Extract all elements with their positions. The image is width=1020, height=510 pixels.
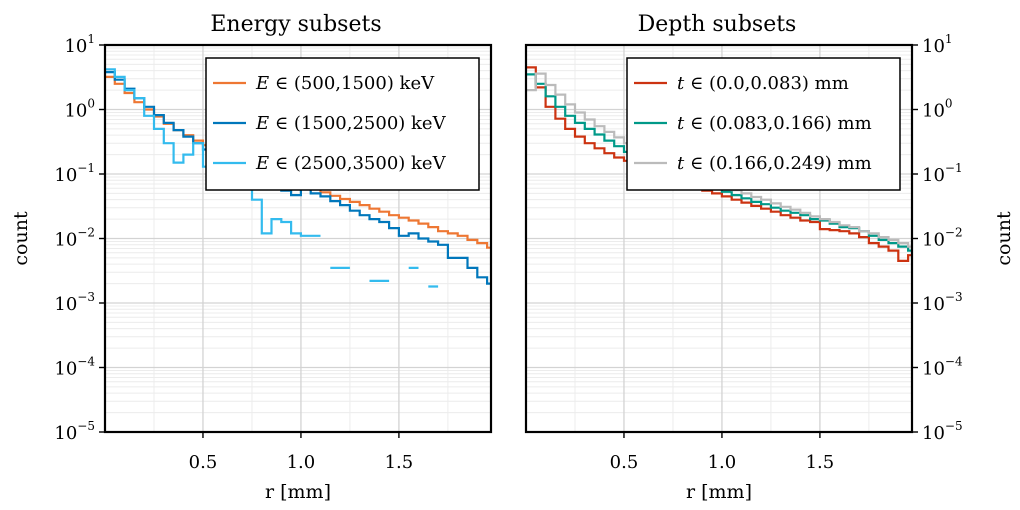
y-tick-label: 10−4	[922, 355, 963, 380]
y-tick-label: 10−2	[922, 226, 963, 251]
y-tick-label: 10−3	[54, 290, 95, 315]
legend-box	[626, 57, 901, 191]
y-tick-exp: −1	[945, 161, 963, 175]
y-tick-exp: −1	[77, 161, 95, 175]
legend-label-2: E ∈ (1500,2500) keV	[255, 113, 447, 134]
y-tick-label: 10−5	[922, 419, 963, 444]
y-tick-label: 100	[922, 97, 953, 122]
y-tick-label: 101	[922, 32, 953, 57]
y-tick-label: 10−4	[54, 355, 95, 380]
legend-text: ∈ (0.166,0.249) mm	[684, 153, 871, 174]
y-tick-exp: −4	[945, 355, 963, 369]
x-tick-label: 0.5	[189, 452, 218, 473]
legend-symbol: E	[255, 113, 269, 134]
legend-label-2: t ∈ (0.083,0.166) mm	[677, 113, 872, 134]
legend-text: ∈ (0.0,0.083) mm	[684, 73, 849, 94]
legend-symbol: t	[677, 73, 685, 94]
legend-label-3: t ∈ (0.166,0.249) mm	[677, 153, 872, 174]
chart-panel-1: 0.5 1.0 1.510110010−110−210−310−410−5Energ…	[10, 12, 493, 503]
series-line-2	[105, 71, 491, 285]
y-tick-base: 10	[54, 165, 77, 186]
legend: t ∈ (0.0,0.083) mmt ∈ (0.083,0.166) mmt …	[626, 57, 901, 191]
y-tick-base: 10	[64, 36, 87, 57]
chart-title: Energy subsets	[210, 12, 381, 37]
y-tick-label: 10−5	[54, 419, 95, 444]
y-tick-exp: −3	[945, 290, 963, 304]
y-tick-base: 10	[922, 359, 945, 380]
y-tick-base: 10	[54, 423, 77, 444]
x-axis-label: r [mm]	[686, 481, 752, 503]
y-tick-label: 101	[64, 32, 95, 57]
y-tick-label: 100	[64, 97, 95, 122]
y-tick-exp: −5	[945, 419, 963, 433]
legend-text: ∈ (1500,2500) keV	[269, 113, 446, 134]
legend-label-1: t ∈ (0.0,0.083) mm	[677, 73, 849, 94]
x-tick-label: 1.0	[708, 452, 737, 473]
y-tick-base: 10	[54, 294, 77, 315]
y-tick-base: 10	[922, 423, 945, 444]
y-axis-label: count	[10, 211, 32, 266]
y-tick-label: 10−1	[54, 161, 95, 186]
x-tick-label: 0.5	[610, 452, 639, 473]
y-tick-exp: 0	[945, 97, 953, 111]
y-tick-exp: 1	[87, 32, 95, 46]
y-tick-base: 10	[922, 165, 945, 186]
y-tick-exp: −2	[77, 226, 95, 240]
y-tick-label: 10−2	[54, 226, 95, 251]
legend-label-3: E ∈ (2500,3500) keV	[255, 153, 447, 174]
legend-symbol: t	[677, 153, 685, 174]
series-line-1	[526, 66, 912, 262]
y-tick-exp: 0	[87, 97, 95, 111]
x-tick-label: 1.0	[287, 452, 316, 473]
y-tick-base: 10	[922, 101, 945, 122]
x-tick-label: 1.5	[806, 452, 835, 473]
y-tick-label: 10−1	[922, 161, 963, 186]
legend-text: ∈ (500,1500) keV	[269, 73, 435, 94]
y-tick-exp: 1	[945, 32, 953, 46]
legend-box	[205, 57, 480, 191]
legend-text: ∈ (0.083,0.166) mm	[684, 113, 871, 134]
y-tick-base: 10	[64, 101, 87, 122]
x-axis-label: r [mm]	[265, 481, 331, 503]
y-tick-exp: −2	[945, 226, 963, 240]
y-tick-label: 10−3	[922, 290, 963, 315]
y-tick-exp: −3	[77, 290, 95, 304]
chart-panel-2: 0.5 1.0 1.510110010−110−210−310−410−5Depth…	[524, 12, 1015, 503]
y-tick-exp: −5	[77, 419, 95, 433]
legend-symbol: E	[255, 73, 269, 94]
legend-label-1: E ∈ (500,1500) keV	[255, 73, 435, 94]
y-tick-base: 10	[922, 230, 945, 251]
legend-symbol: E	[255, 153, 269, 174]
y-tick-base: 10	[922, 36, 945, 57]
y-axis-label: count	[993, 211, 1015, 266]
y-tick-base: 10	[54, 359, 77, 380]
y-tick-base: 10	[922, 294, 945, 315]
y-tick-exp: −4	[77, 355, 95, 369]
legend-text: ∈ (2500,3500) keV	[269, 153, 446, 174]
chart-title: Depth subsets	[638, 12, 797, 37]
y-tick-base: 10	[54, 230, 77, 251]
x-tick-label: 1.5	[385, 452, 414, 473]
legend-symbol: t	[677, 113, 685, 134]
